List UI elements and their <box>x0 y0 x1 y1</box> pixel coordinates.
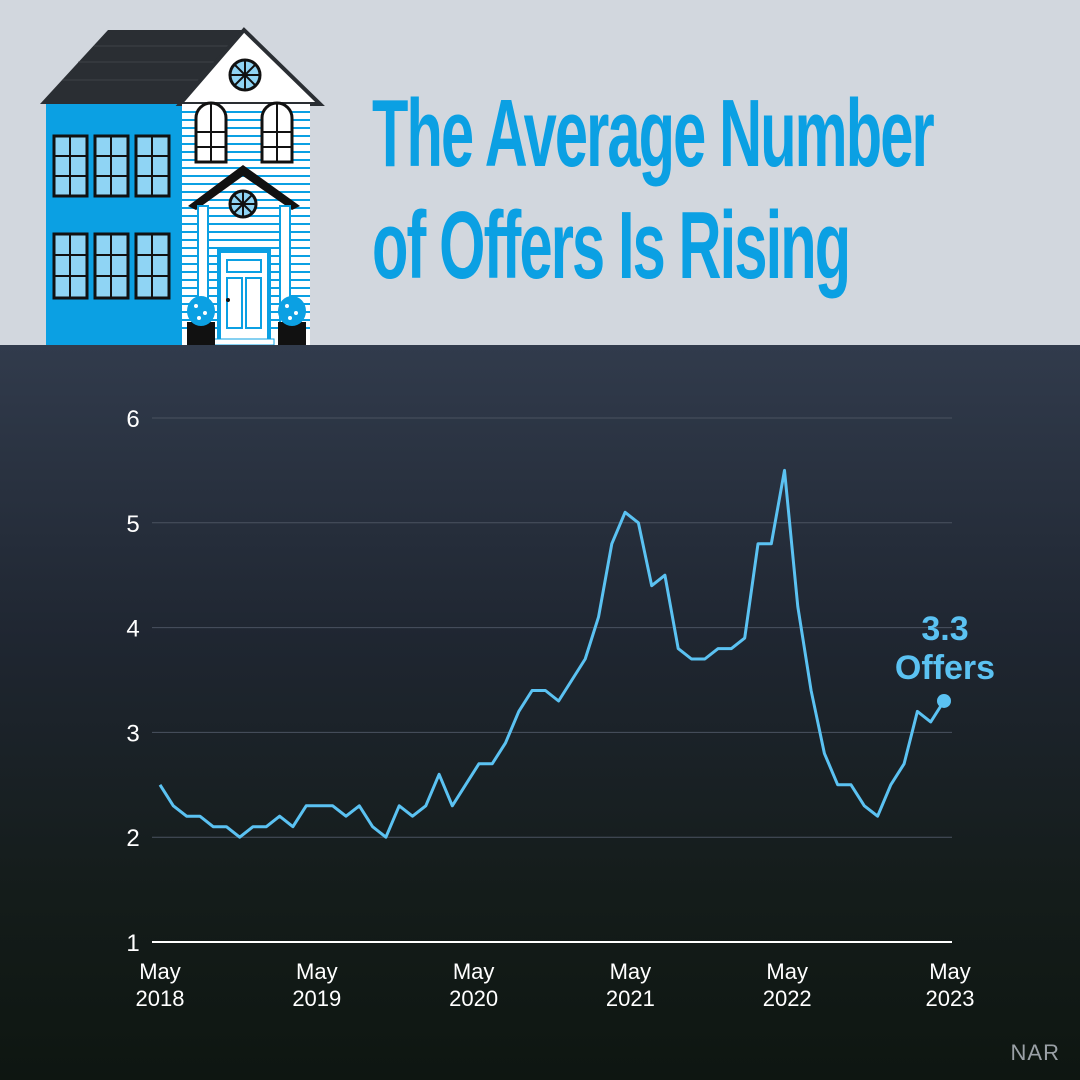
y-tick-label: 5 <box>126 511 139 538</box>
house-illustration <box>40 27 325 347</box>
header-panel: The Average Number of Offers Is Rising <box>0 0 1080 347</box>
y-tick-label: 3 <box>126 720 139 747</box>
x-tick-label-year: 2022 <box>763 986 812 1011</box>
source-label: NAR <box>1010 1040 1060 1065</box>
annotation-value: 3.3 <box>921 610 968 648</box>
title-line-2: of Offers Is Rising <box>372 192 851 299</box>
house-roof <box>40 30 244 104</box>
x-axis-ticks: May2018May2019May2020May2021May2022May20… <box>136 959 975 1011</box>
y-tick-label: 1 <box>126 930 139 957</box>
x-tick-label-year: 2021 <box>606 986 655 1011</box>
x-tick-label-year: 2023 <box>926 986 975 1011</box>
x-tick-label-month: May <box>610 959 652 984</box>
latest-value-point <box>937 693 951 708</box>
y-tick-label: 2 <box>126 825 139 852</box>
grid-lines <box>152 417 952 838</box>
y-axis-ticks: 1 2 3 4 5 6 <box>126 406 139 957</box>
y-tick-label: 6 <box>126 406 139 433</box>
x-tick-label-year: 2020 <box>449 986 498 1011</box>
x-tick-label-month: May <box>296 959 338 984</box>
title-line-1: The Average Number <box>372 80 935 187</box>
x-tick-label-month: May <box>453 959 495 984</box>
x-tick-label-month: May <box>139 959 181 984</box>
x-tick-label-year: 2019 <box>292 986 341 1011</box>
x-tick-label-month: May <box>766 959 808 984</box>
potted-plants <box>187 296 306 346</box>
x-tick-label-month: May <box>929 959 971 984</box>
annotation-label: Offers <box>895 649 995 687</box>
x-tick-label-year: 2018 <box>136 986 185 1011</box>
page-title: The Average Number of Offers Is Rising <box>372 78 935 302</box>
y-tick-label: 4 <box>126 616 139 643</box>
offers-series-line <box>158 468 946 839</box>
